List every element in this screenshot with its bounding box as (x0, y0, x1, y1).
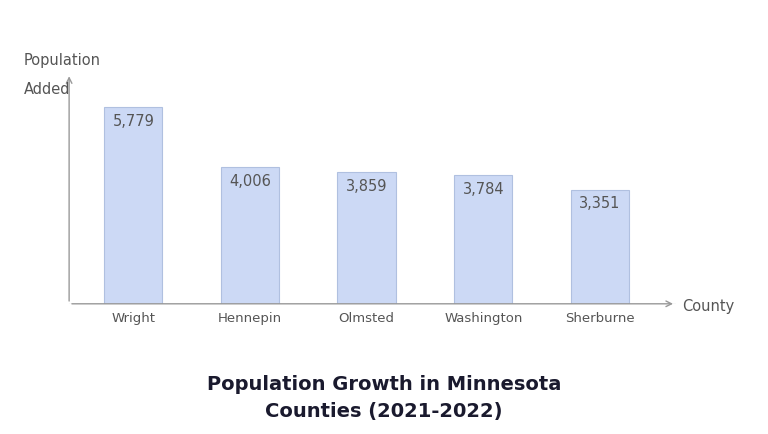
Text: Added: Added (24, 82, 70, 97)
Text: 5,779: 5,779 (112, 114, 154, 128)
Bar (337, 172, 396, 304)
Bar (454, 175, 512, 304)
Text: Population: Population (24, 53, 101, 68)
Bar (221, 167, 279, 304)
Text: Population Growth in Minnesota
Counties (2021-2022): Population Growth in Minnesota Counties … (207, 375, 561, 421)
Text: 4,006: 4,006 (229, 174, 271, 189)
Text: 3,351: 3,351 (579, 196, 621, 211)
Bar (571, 190, 629, 304)
Bar (104, 107, 163, 304)
Text: County: County (682, 299, 734, 314)
Text: 3,784: 3,784 (462, 181, 504, 197)
Text: 3,859: 3,859 (346, 179, 387, 194)
